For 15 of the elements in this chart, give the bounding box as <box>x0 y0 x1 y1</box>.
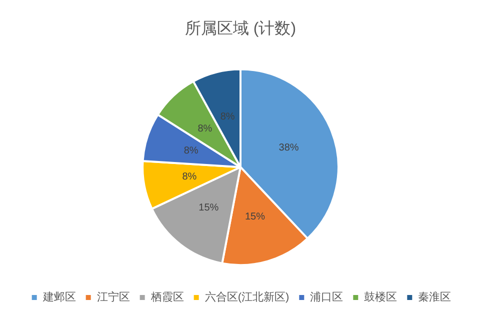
legend-label: 栖霞区 <box>150 292 184 304</box>
legend-label: 江宁区 <box>96 290 130 304</box>
data-label: 8% <box>184 146 198 157</box>
legend-label: 浦口区 <box>310 292 344 304</box>
data-label: 15% <box>198 202 219 214</box>
legend-label: 秦淮区 <box>418 290 452 304</box>
data-label: 8% <box>220 111 235 122</box>
data-label: 8% <box>182 171 197 182</box>
data-label: 15% <box>244 212 266 223</box>
legend-label: 建邺区 <box>42 290 76 304</box>
legend-label: 六合区(江北新区) <box>204 290 290 304</box>
chart-title: 所属区域 (计数) <box>184 20 296 38</box>
legend-label: 鼓楼区 <box>364 290 398 304</box>
data-label: 38% <box>278 142 299 154</box>
data-label: 8% <box>198 124 212 135</box>
